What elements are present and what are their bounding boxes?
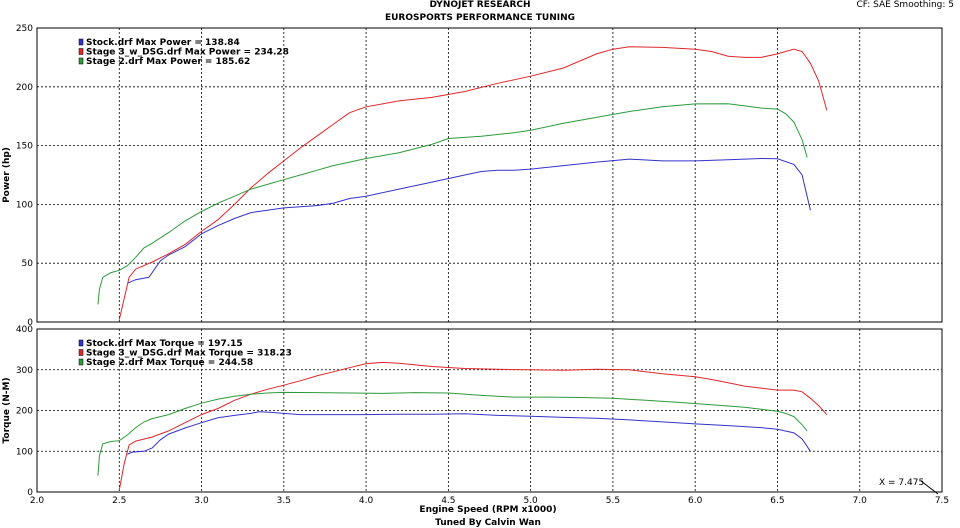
x-tick-label: 2.5 [112,496,126,506]
x-tick-label: 7.0 [853,496,868,506]
power-y-tick-label: 0 [27,318,33,328]
x-tick-label: 3.0 [194,496,209,506]
x-tick-label: 4.5 [441,496,455,506]
tuned-by-label: Tuned By Calvin Wan [435,518,541,528]
torque-y-tick-label: 0 [27,488,33,498]
power-y-tick-label: 200 [16,83,33,93]
power-y-tick-label: 250 [16,24,33,34]
torque-series-line-0 [127,411,811,455]
torque-y-tick-label: 100 [16,447,33,457]
power-series-line-2 [97,103,808,305]
cursor-readout: X = 7.475 [879,478,939,495]
torque-panel: 0 100 200 300 400 Torque (N-M) Stock.drf Max T… [2,325,949,506]
power-series-line-1 [118,46,828,320]
report-subtitle: EUROSPORTS PERFORMANCE TUNING [384,13,576,23]
torque-y-tick-label: 200 [16,407,33,417]
power-y-axis-label: Power (hp) [2,147,12,203]
report-title: DYNOJET RESEARCH [429,0,531,10]
torque-legend-entry-1: Stage 3_w_DSG.drf Max Torque = 318.23 [86,349,292,359]
x-tick-label: 6.0 [688,496,703,506]
cursor-readout-text: X = 7.475 [879,478,924,488]
torque-legend-entry-0: Stock.drf Max Torque = 197.15 [86,339,243,349]
x-tick-label: 4.0 [359,496,374,506]
power-panel: 0 50 100 150 200 250 Power (hp) Stock.drf Max P… [2,24,943,328]
torque-y-tick-label: 400 [16,325,33,335]
x-tick-label: 5.5 [606,496,620,506]
correction-smoothing-info: CF: SAE Smoothing: 5 [856,0,954,10]
x-tick-label: 5.0 [523,496,538,506]
power-legend-entry-0: Stock.drf Max Power = 138.84 [86,38,240,48]
x-tick-label: 7.5 [935,496,949,506]
torque-legend-entry-2: Stage 2.drf Max Torque = 244.58 [86,358,253,368]
x-axis-label: Engine Speed (RPM x1000) [419,505,556,515]
power-legend-entry-1: Stage 3_w_DSG.drf Max Power = 234.28 [86,48,289,58]
power-legend-swatch-0 [78,38,84,46]
torque-legend-swatch-1 [78,349,84,356]
x-tick-label: 2.0 [30,496,45,506]
power-legend-entry-2: Stage 2.drf Max Power = 185.62 [86,57,250,67]
power-y-tick-label: 150 [16,142,33,152]
power-legend-swatch-2 [78,57,84,65]
power-legend-swatch-1 [78,48,84,55]
torque-y-tick-label: 300 [16,366,33,376]
torque-series-line-1 [118,361,828,491]
power-series-line-0 [127,157,811,284]
cursor-pointer-line [920,480,939,495]
torque-legend-swatch-0 [78,339,84,347]
power-y-tick-label: 50 [22,259,34,269]
power-y-tick-label: 100 [16,200,33,210]
power-plot-frame [36,27,943,323]
x-tick-label: 3.5 [277,496,291,506]
torque-y-axis-label: Torque (N-M) [2,377,12,443]
torque-legend-swatch-2 [78,358,84,366]
torque-series-line-2 [97,391,808,476]
x-tick-label: 6.5 [770,496,784,506]
